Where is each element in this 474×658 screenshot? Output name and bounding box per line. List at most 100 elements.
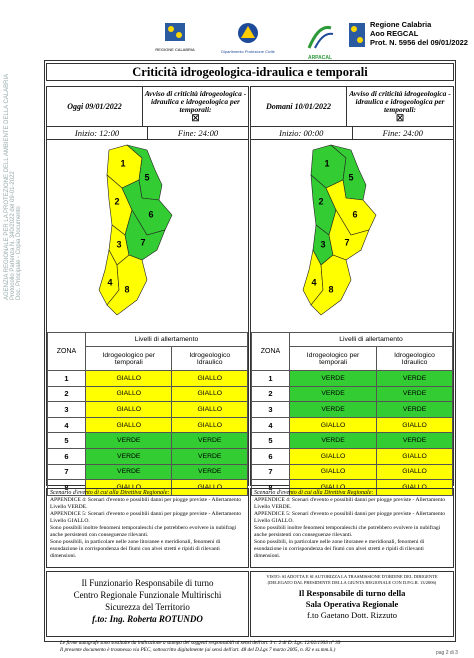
zone-number: 5 — [47, 432, 86, 449]
forecast-date: Domani 10/01/2022 — [251, 87, 347, 126]
forecast-panel: Domani 10/01/2022 Avviso di criticità idr… — [250, 86, 454, 496]
map-zone-label: 3 — [116, 239, 121, 249]
level-cell: GIALLO — [171, 385, 248, 403]
zone-number: 7 — [251, 463, 290, 481]
signature-line: f.to Gaetano Dott. Rizzuto — [307, 610, 397, 620]
level-cell: VERDE — [376, 370, 453, 387]
table-row: 1 GIALLO GIALLO — [47, 370, 248, 387]
zone-number: 7 — [47, 463, 86, 481]
logo-icon — [238, 23, 258, 43]
zone-map: 1 2 3 4 5 6 7 8 — [302, 144, 377, 316]
alert-table: ZONA Livelli di allertamento Idrogeologico… — [251, 332, 453, 496]
level-cell: VERDE — [376, 432, 453, 449]
zone-header: ZONA — [47, 332, 86, 371]
logo-arpacal: ARPACAL — [295, 22, 345, 61]
scenario-line: Sono possibili, in particolare nelle zon… — [50, 539, 221, 559]
level-cell: GIALLO — [288, 447, 378, 465]
signature-left: Il Funzionario Responsabile di turno Cent… — [46, 571, 249, 637]
title: Criticità idrogeologica-idraulica e temp… — [46, 63, 454, 81]
zone-number: 6 — [47, 447, 86, 465]
signature-line: f.to: Ing. Roberta ROTUNDO — [92, 614, 203, 624]
level-cell: GIALLO — [84, 401, 173, 418]
map-zone-label: 5 — [144, 172, 149, 182]
table-row: 5 VERDE VERDE — [47, 432, 248, 449]
scenario-heading: Scenario d'evento di cui alla Direttiva … — [254, 490, 374, 496]
logo-text: REGIONE CALABRIA — [155, 47, 195, 52]
footer-line: Il presente documento è trasmesso via PE… — [60, 646, 336, 653]
level-cell: VERDE — [376, 401, 453, 418]
map-zone-label: 2 — [114, 196, 119, 206]
level-cell: GIALLO — [376, 463, 453, 481]
watermark-text: AGENZIA REGIONALE PER LA PROTEZIONE DELL… — [4, 74, 22, 300]
zone-number: 4 — [251, 416, 290, 434]
scenario-line: APPENDICE 4: Scenari d'evento e possibil… — [254, 497, 446, 510]
level-cell: GIALLO — [288, 479, 378, 496]
level-cell: GIALLO — [376, 416, 453, 434]
column-header: Idrogeologico per temporali — [288, 346, 378, 371]
notice-checkbox: ☒ — [191, 113, 200, 123]
level-cell: VERDE — [84, 447, 173, 465]
signature-line: Sala Operativa Regionale — [305, 599, 399, 609]
level-cell: GIALLO — [84, 370, 173, 387]
level-cell: VERDE — [84, 432, 173, 449]
logo-text: Dipartimento Protezione Civile — [221, 49, 275, 54]
page-number: pag 2 di 3 — [436, 650, 458, 656]
notice-checkbox: ☒ — [395, 113, 405, 123]
time-row: Inizio: 00:00 Fine: 24:00 — [251, 127, 453, 140]
zone-number: 1 — [251, 370, 290, 387]
protocol-line: Regione Calabria — [370, 20, 432, 29]
zone-header: ZONA — [251, 332, 290, 371]
notice-text: Avviso di criticità idrogeologica - idra… — [349, 89, 451, 114]
level-cell: VERDE — [288, 432, 378, 449]
forecast-date: Oggi 09/01/2022 — [47, 87, 143, 126]
level-cell: GIALLO — [171, 401, 248, 418]
map-zone-label: 6 — [148, 209, 153, 219]
map-zone — [328, 209, 370, 261]
level-cell: VERDE — [171, 463, 248, 481]
scenario-line: APPENDICE 4: Scenari d'evento e possibil… — [50, 497, 242, 510]
time-row: Inizio: 12:00 Fine: 24:00 — [47, 127, 248, 140]
level-cell: GIALLO — [171, 370, 248, 387]
table-row: 3 GIALLO GIALLO — [47, 401, 248, 418]
table-header-row: ZONA Livelli di allertamento — [251, 332, 453, 371]
zone-number: 5 — [251, 432, 290, 449]
start-time: Inizio: 00:00 — [251, 127, 353, 139]
signature-line: Sicurezza del Territorio — [105, 602, 190, 612]
map-zone-label: 8 — [328, 284, 333, 294]
signature-line: Il Funzionario Responsabile di turno — [81, 578, 214, 588]
map-zone-label: 4 — [311, 277, 316, 287]
watermark-line: Doc. Principale - Copia Documento — [16, 206, 22, 300]
table-row: 7 VERDE VERDE — [47, 463, 248, 481]
map-zone-label: 8 — [124, 284, 129, 294]
end-time: Fine: 24:00 — [177, 128, 219, 138]
logo-icon — [165, 23, 185, 41]
map-zone-label: 7 — [344, 237, 349, 247]
approval-note: VISTO: SI ADOTTA E SI AUTORIZZA LA TRASM… — [266, 574, 438, 585]
map-zone — [310, 254, 352, 316]
scenario-heading: Scenario d'evento di cui alla Direttiva … — [50, 490, 170, 496]
scenario-line: Sono possibili inoltre fenomeni temporal… — [50, 525, 237, 538]
table-header-row: Idrogeologico per temporali Idrogeologico… — [252, 346, 453, 371]
stamp-icon — [349, 23, 365, 47]
footer-line: Le firme autografe sono sostituite da in… — [60, 640, 341, 646]
level-cell: VERDE — [288, 385, 378, 403]
level-cell: GIALLO — [84, 385, 173, 403]
notice-text: Avviso di criticità idrogeologica - idra… — [144, 89, 247, 114]
notice-box: Avviso di criticità idrogeologica - idra… — [143, 87, 248, 126]
map-zone-label: 6 — [352, 209, 357, 219]
table-row: 1 VERDE VERDE — [251, 370, 453, 387]
map-zone-label: 1 — [120, 158, 125, 168]
level-cell: VERDE — [288, 401, 378, 418]
level-cell: VERDE — [288, 370, 378, 387]
forecast-panel: Oggi 09/01/2022 Avviso di criticità idrog… — [46, 86, 249, 496]
table-row: 6 VERDE VERDE — [47, 447, 248, 465]
level-cell: GIALLO — [171, 479, 248, 496]
map-zone-label: 3 — [320, 239, 325, 249]
map-zone-label: 7 — [140, 237, 145, 247]
level-cell: GIALLO — [84, 416, 173, 434]
scenario-box: Scenario d'evento di cui alla Direttiva … — [46, 488, 249, 568]
scenario-line: APPENDICE 5: Scenari d'evento e possibil… — [254, 511, 446, 524]
signature-line: Il Responsabile di turno della — [298, 588, 406, 598]
zone-number: 4 — [47, 416, 86, 434]
